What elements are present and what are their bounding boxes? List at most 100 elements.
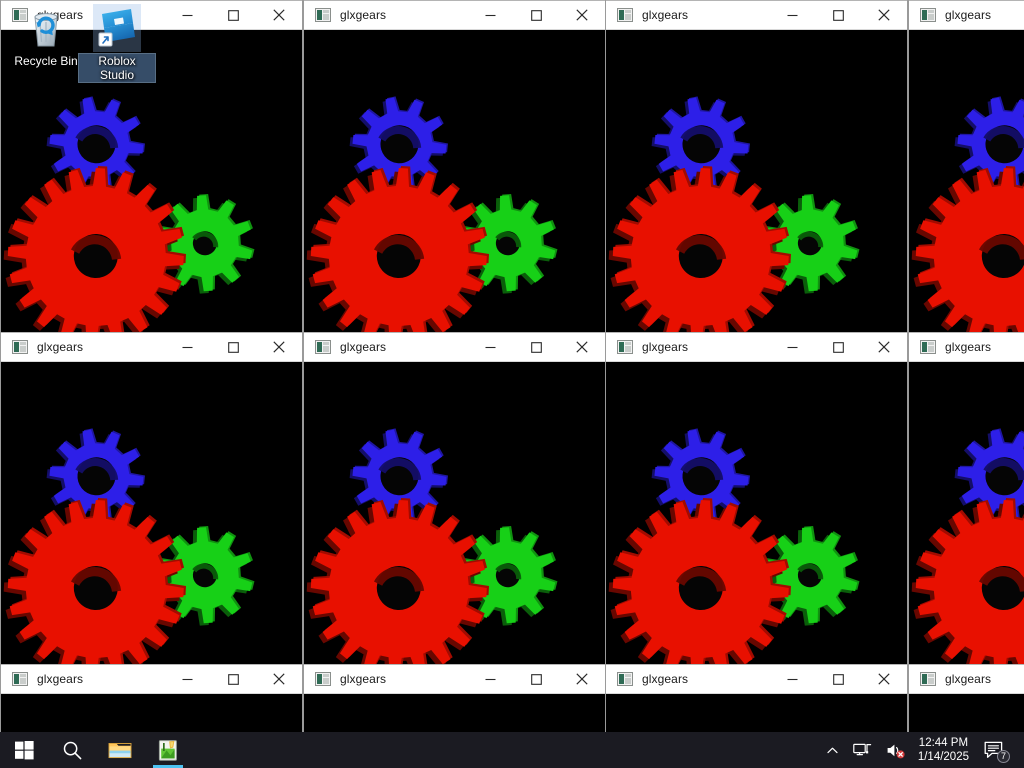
xserver-button[interactable] xyxy=(144,732,192,768)
taskbar[interactable]: 12:44 PM 1/14/2025 7 xyxy=(0,732,1024,768)
maximize-button[interactable] xyxy=(513,665,559,693)
glxgears-canvas[interactable] xyxy=(304,30,605,332)
glxgears-scene xyxy=(304,362,605,664)
window-titlebar[interactable]: glxgears xyxy=(606,0,907,30)
close-button[interactable] xyxy=(861,333,907,361)
maximize-button[interactable] xyxy=(210,1,256,29)
glxgears-window[interactable]: glxgears xyxy=(605,332,908,665)
glxgears-window[interactable]: glxgears xyxy=(605,664,908,732)
close-icon xyxy=(878,9,890,21)
window-titlebar[interactable]: glxgears xyxy=(304,664,605,694)
search-icon xyxy=(63,741,81,759)
maximize-button[interactable] xyxy=(513,1,559,29)
glxgears-canvas[interactable] xyxy=(909,30,1024,332)
minimize-button[interactable] xyxy=(467,665,513,693)
minimize-button[interactable] xyxy=(467,1,513,29)
glxgears-window[interactable]: glxgears xyxy=(303,0,606,333)
glxgears-window[interactable]: glxgears xyxy=(303,332,606,665)
green-gear xyxy=(758,526,860,626)
window-titlebar[interactable]: glxgears xyxy=(909,0,1024,30)
glxgears-window[interactable]: glxgears xyxy=(0,0,303,333)
glxgears-window[interactable]: glxgears xyxy=(908,664,1024,732)
desktop-icon-recycle-bin[interactable]: Recycle Bin xyxy=(8,4,84,68)
minimize-button[interactable] xyxy=(164,1,210,29)
window-title: glxgears xyxy=(340,340,387,354)
close-icon xyxy=(576,9,588,21)
close-button[interactable] xyxy=(256,333,302,361)
maximize-button[interactable] xyxy=(513,333,559,361)
maximize-button[interactable] xyxy=(815,1,861,29)
folder-icon xyxy=(108,742,132,758)
window-controls xyxy=(467,665,605,693)
red-gear xyxy=(911,498,1024,664)
notifications-button[interactable]: 7 xyxy=(979,732,1014,768)
glxgears-canvas[interactable] xyxy=(1,362,302,664)
window-titlebar[interactable]: glxgears xyxy=(304,332,605,362)
glxgears-canvas[interactable] xyxy=(606,694,907,732)
glxgears-window[interactable]: glxgears xyxy=(0,332,303,665)
close-button[interactable] xyxy=(861,665,907,693)
glxgears-window[interactable]: glxgears xyxy=(908,332,1024,665)
glxgears-canvas[interactable] xyxy=(909,362,1024,664)
minimize-button[interactable] xyxy=(769,665,815,693)
close-button[interactable] xyxy=(559,333,605,361)
glxgears-window[interactable]: glxgears xyxy=(605,0,908,333)
glxgears-canvas[interactable] xyxy=(304,694,605,732)
glxgears-scene xyxy=(606,694,907,732)
minimize-button[interactable] xyxy=(164,665,210,693)
glxgears-canvas[interactable] xyxy=(909,694,1024,732)
maximize-button[interactable] xyxy=(815,333,861,361)
search-button[interactable] xyxy=(48,732,96,768)
close-icon xyxy=(878,673,890,685)
close-button[interactable] xyxy=(861,1,907,29)
start-button[interactable] xyxy=(0,732,48,768)
window-titlebar[interactable]: glxgears xyxy=(1,664,302,694)
window-titlebar[interactable]: glxgears xyxy=(909,332,1024,362)
tray-overflow-button[interactable] xyxy=(819,732,846,768)
maximize-button[interactable] xyxy=(815,665,861,693)
glxgears-scene xyxy=(909,362,1024,664)
blue-gear xyxy=(349,428,449,526)
window-controls xyxy=(164,333,302,361)
desktop-icon-label: Recycle Bin xyxy=(14,54,78,68)
minimize-button[interactable] xyxy=(467,333,513,361)
clock[interactable]: 12:44 PM 1/14/2025 xyxy=(912,732,979,768)
window-title: glxgears xyxy=(340,8,387,22)
red-gear xyxy=(608,166,791,332)
minimize-icon xyxy=(182,346,192,348)
close-button[interactable] xyxy=(256,1,302,29)
glxgears-canvas[interactable] xyxy=(606,362,907,664)
minimize-button[interactable] xyxy=(769,1,815,29)
tray-volume-button[interactable] xyxy=(879,732,912,768)
minimize-button[interactable] xyxy=(164,333,210,361)
close-button[interactable] xyxy=(559,1,605,29)
window-titlebar[interactable]: glxgears xyxy=(304,0,605,30)
show-desktop-button[interactable] xyxy=(1014,732,1020,768)
file-explorer-button[interactable] xyxy=(96,732,144,768)
desktop-icon-label: Roblox Studio xyxy=(78,53,156,83)
glxgears-scene xyxy=(304,30,605,332)
window-titlebar[interactable]: glxgears xyxy=(909,664,1024,694)
glxgears-canvas[interactable] xyxy=(1,694,302,732)
maximize-icon xyxy=(832,9,844,21)
chevron-up-icon xyxy=(827,747,838,753)
glxgears-canvas[interactable] xyxy=(304,362,605,664)
maximize-button[interactable] xyxy=(210,333,256,361)
window-titlebar[interactable]: glxgears xyxy=(1,332,302,362)
tray-network-button[interactable] xyxy=(846,732,879,768)
close-button[interactable] xyxy=(256,665,302,693)
minimize-button[interactable] xyxy=(769,333,815,361)
desktop-icon-roblox-studio[interactable]: Roblox Studio xyxy=(78,4,156,83)
close-button[interactable] xyxy=(559,665,605,693)
window-titlebar[interactable]: glxgears xyxy=(606,664,907,694)
glxgears-canvas[interactable] xyxy=(606,30,907,332)
window-titlebar[interactable]: glxgears xyxy=(606,332,907,362)
app-window-icon xyxy=(12,672,28,686)
notification-icon xyxy=(984,741,1003,758)
maximize-button[interactable] xyxy=(210,665,256,693)
glxgears-window[interactable]: glxgears xyxy=(0,664,303,732)
glxgears-canvas[interactable] xyxy=(1,30,302,332)
glxgears-window[interactable]: glxgears xyxy=(908,0,1024,333)
glxgears-window[interactable]: glxgears xyxy=(303,664,606,732)
